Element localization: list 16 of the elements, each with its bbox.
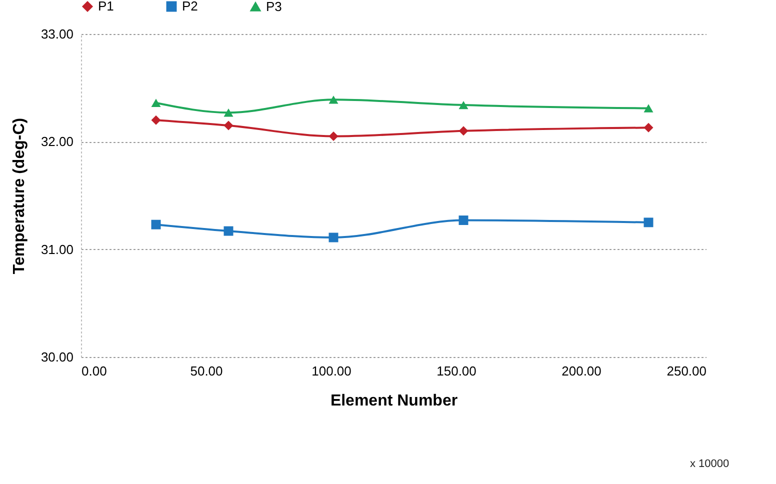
y-tick-label: 33.00: [40, 26, 74, 42]
x-axis-title: Element Number: [330, 392, 458, 410]
legend-label: P3: [266, 0, 282, 14]
y-tick-label: 32.00: [40, 134, 74, 150]
x-tick-label: 100.00: [312, 364, 352, 378]
x-tick-label: 200.00: [562, 364, 602, 378]
y-tick-label: 30.00: [40, 350, 74, 364]
x-tick-label: 250.00: [666, 364, 706, 378]
text: x 10000: [690, 458, 730, 470]
x-tick-label: 50.00: [190, 364, 223, 378]
legend-label: P1: [98, 0, 114, 14]
y-axis-title: Temperature (deg-C): [10, 118, 28, 274]
legend-label: P2: [182, 0, 198, 14]
x-tick-label: 0.00: [82, 364, 107, 378]
y-tick-label: 31.00: [40, 242, 74, 257]
x-tick-label: 150.00: [436, 364, 476, 378]
